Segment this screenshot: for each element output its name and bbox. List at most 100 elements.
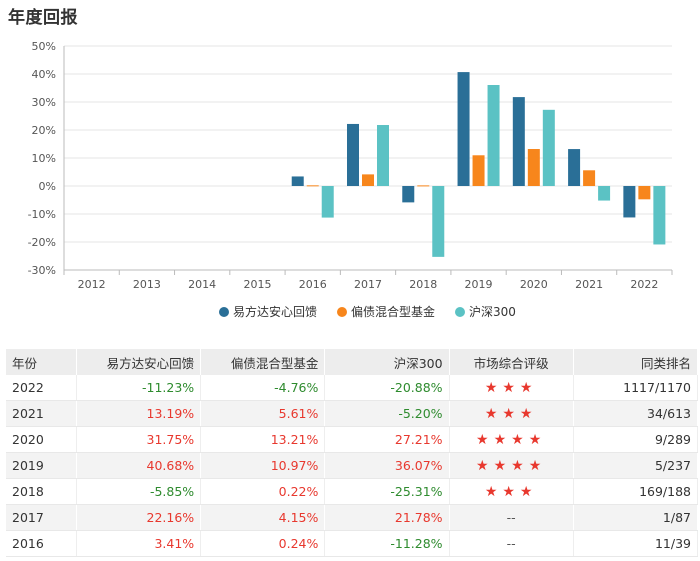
cell-fund-return: 31.75% [76, 426, 202, 453]
cell-year: 2019 [6, 452, 77, 479]
y-tick-label: 30% [32, 96, 56, 109]
cell-rating: ★★★ [449, 478, 574, 505]
cell-category-return: 13.21% [200, 426, 326, 453]
rating-text: -- [506, 510, 516, 525]
bar [472, 155, 485, 186]
cell-fund-return: 22.16% [76, 504, 202, 531]
cell-rank: 5/237 [573, 452, 699, 479]
x-tick-label: 2015 [243, 278, 271, 291]
cell-index-return: -25.31% [324, 478, 450, 505]
bar [377, 125, 389, 186]
bar [417, 185, 430, 187]
cell-year: 2017 [6, 504, 77, 531]
cell-year: 2020 [6, 426, 77, 453]
bar [568, 149, 581, 186]
cell-year: 2018 [6, 478, 77, 505]
table-row: 2021 13.19% 5.61% -5.20% ★★★ 34/613 [6, 400, 699, 427]
x-tick-label: 2022 [630, 278, 658, 291]
bar [583, 170, 596, 186]
table-row: 2020 31.75% 13.21% 27.21% ★★★★ 9/289 [6, 426, 699, 453]
rating-stars: ★★★★ [476, 457, 547, 474]
cell-rating: ★★★★ [449, 426, 574, 453]
y-tick-label: 50% [32, 40, 56, 53]
cell-category-return: -4.76% [200, 375, 326, 401]
bar [598, 186, 611, 201]
x-tick-label: 2021 [575, 278, 603, 291]
bar [542, 109, 555, 186]
cell-index-return: -11.28% [324, 530, 450, 557]
header-fund: 易方达安心回馈 [76, 349, 202, 375]
y-tick-label: 10% [32, 152, 56, 165]
cell-index-return: -5.20% [324, 400, 450, 427]
rating-text: -- [506, 536, 516, 551]
rating-stars: ★★★★ [476, 431, 547, 448]
annual-returns-table: 年份 易方达安心回馈 偏债混合型基金 沪深300 市场综合评级 同类排名 202… [6, 349, 699, 557]
cell-rating: -- [449, 504, 574, 531]
cell-year: 2016 [6, 530, 77, 557]
table-row: 2019 40.68% 10.97% 36.07% ★★★★ 5/237 [6, 452, 699, 479]
page-title: 年度回报 [8, 8, 78, 28]
rating-stars: ★★★ [484, 379, 538, 396]
cell-index-return: -20.88% [324, 375, 450, 401]
legend-label: 沪深300 [469, 305, 516, 319]
x-tick-label: 2016 [299, 278, 327, 291]
y-tick-label: -30% [28, 264, 56, 277]
cell-index-return: 21.78% [324, 504, 450, 531]
table-header-row: 年份 易方达安心回馈 偏债混合型基金 沪深300 市场综合评级 同类排名 [6, 349, 699, 375]
bar [321, 186, 334, 218]
cell-category-return: 0.24% [200, 530, 326, 557]
legend-label: 易方达安心回馈 [233, 304, 317, 319]
cell-rating: -- [449, 530, 574, 557]
table-body: 2022 -11.23% -4.76% -20.88% ★★★ 1117/1170 2021… [6, 375, 699, 557]
cell-year: 2022 [6, 375, 77, 401]
x-tick-label: 2013 [133, 278, 161, 291]
x-tick-label: 2019 [465, 278, 493, 291]
y-tick-label: -20% [28, 236, 56, 249]
cell-rank: 169/188 [573, 478, 699, 505]
rating-stars: ★★★ [484, 483, 538, 500]
bar [512, 97, 525, 186]
x-tick-label: 2014 [188, 278, 216, 291]
x-tick-label: 2012 [78, 278, 106, 291]
cell-index-return: 36.07% [324, 452, 450, 479]
legend-marker [337, 307, 347, 317]
bar [432, 186, 445, 257]
cell-rating: ★★★★ [449, 452, 574, 479]
header-rank: 同类排名 [573, 349, 699, 375]
bar [362, 174, 374, 186]
table-row: 2018 -5.85% 0.22% -25.31% ★★★ 169/188 [6, 478, 699, 505]
x-tick-label: 2020 [520, 278, 548, 291]
y-tick-label: 20% [32, 124, 56, 137]
header-category: 偏债混合型基金 [200, 349, 326, 375]
bar [457, 72, 470, 186]
legend-marker [219, 307, 229, 317]
cell-rank: 9/289 [573, 426, 699, 453]
header-rating: 市场综合评级 [449, 349, 574, 375]
cell-rank: 1117/1170 [573, 375, 699, 401]
cell-rating: ★★★ [449, 400, 574, 427]
header-index: 沪深300 [324, 349, 450, 375]
bar [623, 186, 636, 218]
cell-rank: 1/87 [573, 504, 699, 531]
bar [402, 186, 415, 203]
table-row: 2017 22.16% 4.15% 21.78% -- 1/87 [6, 504, 699, 531]
table-row: 2022 -11.23% -4.76% -20.88% ★★★ 1117/1170 [6, 375, 699, 401]
cell-rank: 34/613 [573, 400, 699, 427]
y-tick-label: 40% [32, 68, 56, 81]
x-tick-label: 2018 [409, 278, 437, 291]
cell-fund-return: -11.23% [76, 375, 202, 401]
bar [291, 176, 304, 186]
bar [487, 85, 500, 186]
cell-fund-return: 3.41% [76, 530, 202, 557]
bar [653, 186, 666, 245]
legend-label: 偏债混合型基金 [351, 304, 435, 319]
cell-fund-return: 13.19% [76, 400, 202, 427]
cell-category-return: 10.97% [200, 452, 326, 479]
cell-index-return: 27.21% [324, 426, 450, 453]
cell-category-return: 4.15% [200, 504, 326, 531]
cell-category-return: 0.22% [200, 478, 326, 505]
y-tick-label: -10% [28, 208, 56, 221]
cell-rank: 11/39 [573, 530, 699, 557]
y-tick-label: 0% [39, 180, 56, 193]
x-tick-label: 2017 [354, 278, 382, 291]
